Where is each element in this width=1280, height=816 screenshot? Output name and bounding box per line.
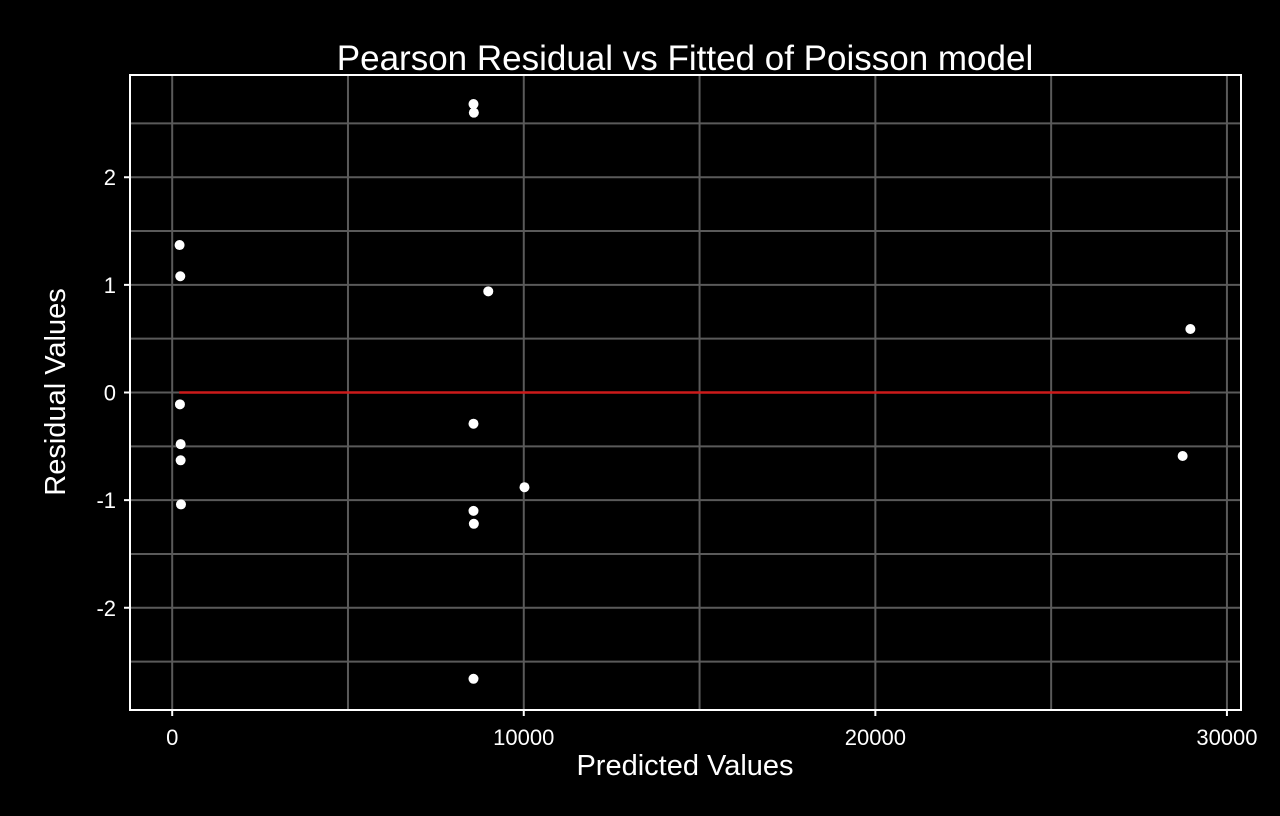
data-point	[483, 286, 494, 297]
x-tick-label: 20000	[845, 725, 906, 750]
data-point	[175, 271, 186, 282]
y-tick-label: 2	[104, 165, 116, 190]
data-point	[519, 482, 530, 493]
data-points	[174, 99, 1196, 684]
chart-title: Pearson Residual vs Fitted of Poisson mo…	[337, 39, 1033, 78]
data-point	[468, 505, 479, 516]
data-point	[468, 518, 479, 529]
y-axis-label: Residual Values	[40, 288, 72, 495]
x-tick-label: 0	[166, 725, 178, 750]
data-point	[174, 399, 185, 410]
data-point	[174, 240, 185, 251]
data-point	[468, 107, 479, 118]
x-axis-ticks: 0 10000 20000 30000	[166, 710, 1258, 750]
y-tick-label: 1	[104, 273, 116, 298]
x-axis-label: Predicted Values	[576, 750, 793, 782]
data-point	[175, 499, 186, 510]
data-point	[1177, 451, 1188, 461]
x-tick-label: 10000	[493, 725, 554, 750]
data-point	[175, 439, 186, 450]
data-point	[175, 455, 186, 466]
data-point	[468, 673, 479, 684]
y-tick-label: -2	[96, 596, 116, 621]
y-axis-ticks: -2 -1 0 1 2	[96, 165, 130, 621]
data-point	[468, 99, 479, 110]
y-tick-label: -1	[96, 488, 116, 513]
grid-lines	[130, 75, 1241, 710]
data-point	[468, 418, 479, 429]
y-tick-label: 0	[104, 381, 116, 406]
x-tick-label: 30000	[1196, 725, 1257, 750]
data-point	[1185, 324, 1196, 334]
